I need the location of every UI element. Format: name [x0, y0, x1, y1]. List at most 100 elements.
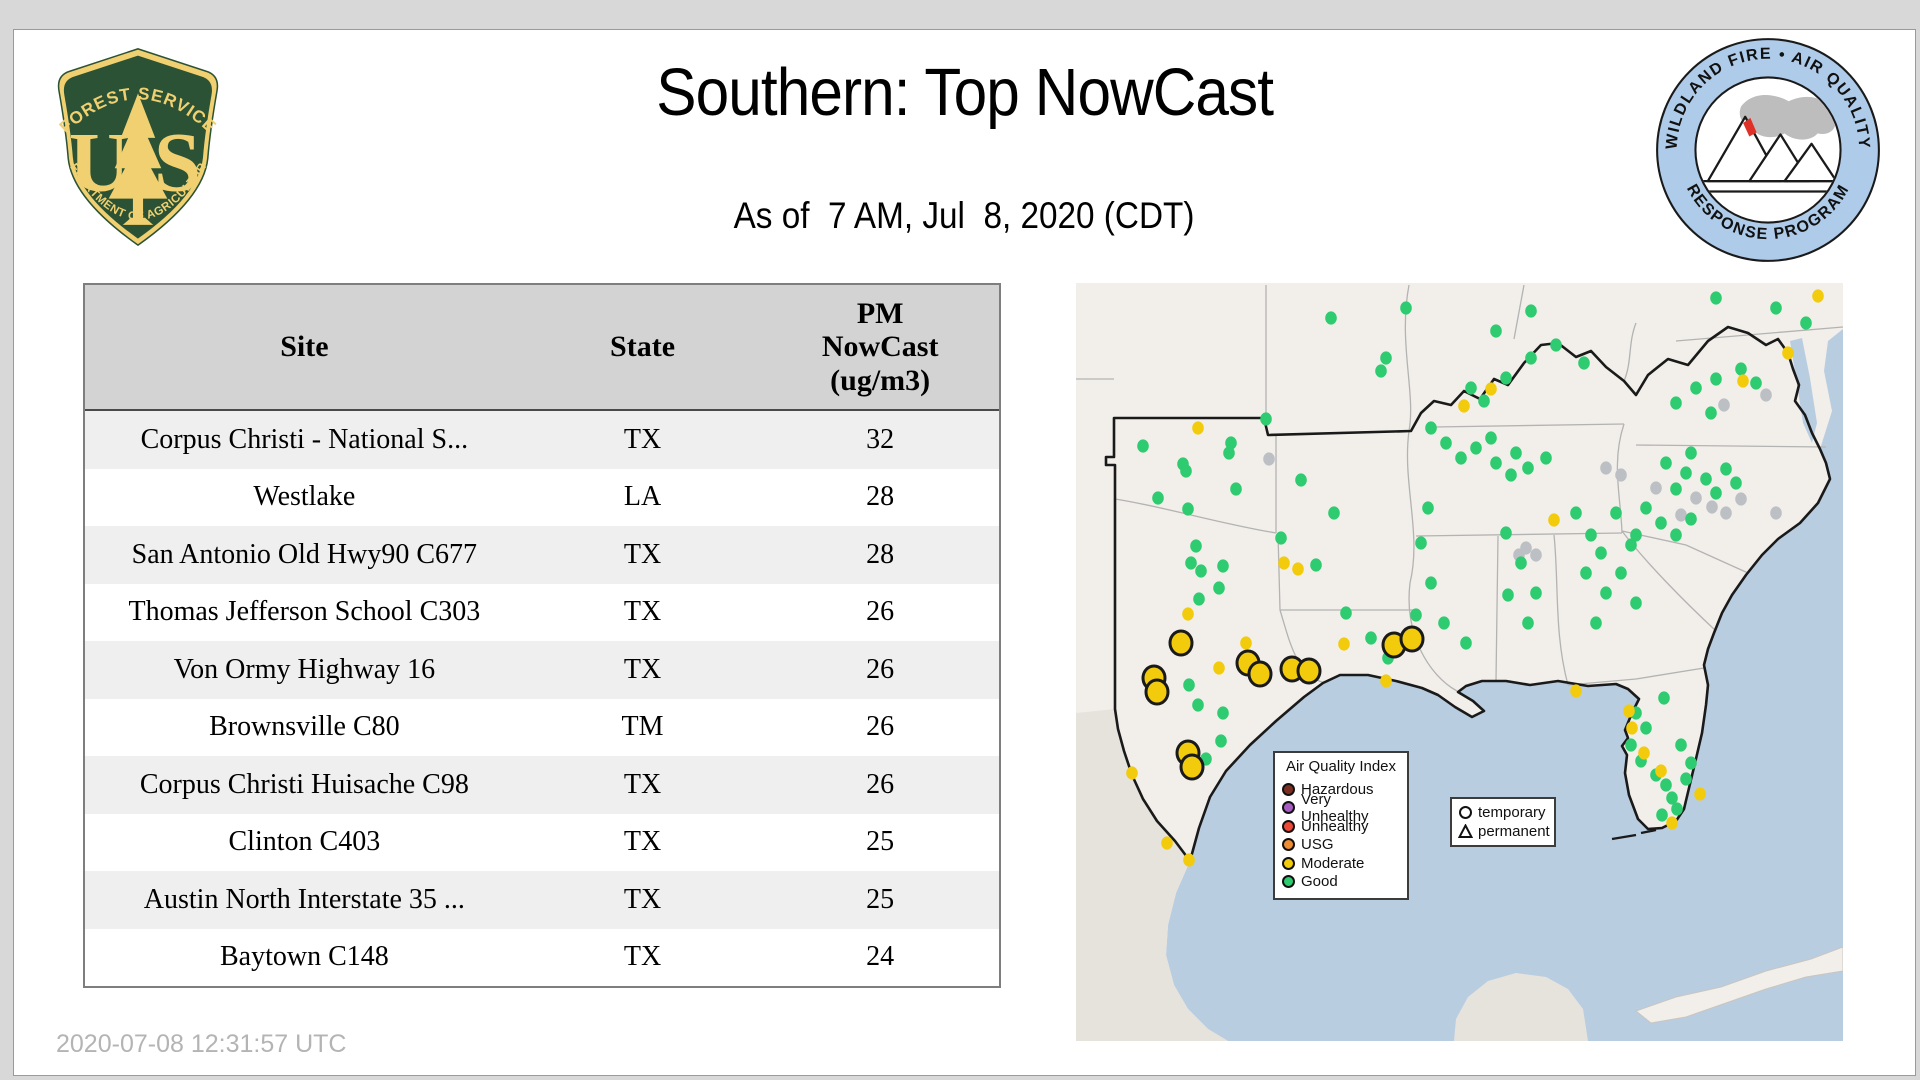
monitor-dot-moderate: [1737, 374, 1749, 388]
monitor-dot-good: [1625, 538, 1637, 552]
monitor-dot-good: [1640, 501, 1652, 515]
aqi-color-dot: [1282, 856, 1295, 870]
state-cell: TX: [623, 883, 662, 915]
site-cell: Baytown C148: [219, 941, 389, 973]
aqi-color-dot: [1282, 838, 1295, 852]
aqi-legend-label: Moderate: [1301, 854, 1365, 872]
basemap: [1076, 283, 1843, 1041]
monitor-dot-good: [1213, 581, 1225, 595]
monitor-dot-moderate: [1570, 684, 1582, 698]
monitor-dot-good: [1340, 606, 1352, 620]
monitor-dot-good: [1680, 772, 1692, 786]
monitor-dot-good: [1215, 734, 1227, 748]
report-slide: FOREST SERVICE DEPARTMENT OF AGRICULTURE…: [13, 29, 1916, 1076]
table-row: San Antonio Old Hwy90 C677 TX 28: [85, 526, 999, 584]
monitor-dot-good: [1658, 691, 1670, 705]
table-row: Baytown C148 TX 24: [85, 928, 999, 986]
table-row: Clinton C403 TX 25: [85, 813, 999, 871]
monitor-dot-good: [1585, 528, 1597, 542]
monitor-dot-good: [1770, 301, 1782, 315]
monitor-dot-good: [1225, 436, 1237, 450]
monitor-markers: [1126, 289, 1824, 867]
monitor-dot-moderate: [1240, 636, 1252, 650]
aqi-legend-entry: Very Unhealthy: [1282, 791, 1400, 825]
page-subtitle: As of 7 AM, Jul 8, 2020 (CDT): [734, 195, 1195, 236]
value-cell: 25: [866, 883, 895, 915]
site-cell: Von Ormy Highway 16: [173, 653, 436, 685]
monitor-dot-good: [1525, 351, 1537, 365]
state-cell: LA: [623, 481, 662, 513]
mexico-land: [1076, 709, 1228, 1041]
monitor-dot-good: [1730, 476, 1742, 490]
monitor-dot-good: [1505, 468, 1517, 482]
aqi-legend-entry: USG: [1282, 836, 1400, 855]
monitor-dot-good: [1260, 412, 1272, 426]
monitor-dot-moderate: [1782, 346, 1794, 360]
aqi-color-dot: [1282, 801, 1295, 815]
monitor-dot-good: [1600, 586, 1612, 600]
monitor-dot-good: [1455, 451, 1467, 465]
site-table-body: Corpus Christi - National S... TX 32 Westla…: [85, 411, 999, 986]
page-title: Southern: Top NowCast: [656, 55, 1274, 130]
column-header-state: State: [610, 330, 676, 364]
monitor-dot-good: [1580, 566, 1592, 580]
monitor-dot-moderate: [1161, 836, 1173, 850]
value-cell: 32: [866, 423, 895, 455]
monitor-dot-good: [1625, 738, 1637, 752]
monitor-dot-good: [1325, 311, 1337, 325]
monitor-dot-good: [1410, 608, 1422, 622]
monitor-dot-good: [1180, 464, 1192, 478]
monitor-dot-moderate: [1666, 816, 1678, 830]
site-cell: Brownsville C80: [209, 711, 400, 743]
region-outline: [1104, 325, 1832, 863]
monitor-dot-good: [1193, 592, 1205, 606]
column-header-site: Site: [280, 330, 329, 364]
legend-temporary-label: temporary: [1478, 804, 1546, 821]
site-cell: Corpus Christi - National S...: [140, 423, 469, 455]
monitor-dot-good: [1710, 372, 1722, 386]
monitor-dot-good: [1375, 364, 1387, 378]
monitor-dot-good: [1185, 556, 1197, 570]
monitor-dot-good: [1478, 394, 1490, 408]
table-row: Thomas Jefferson School C303 TX 26: [85, 583, 999, 641]
monitor-dot-good: [1630, 596, 1642, 610]
monitor-dot-good: [1685, 756, 1697, 770]
monitor-dot-good: [1670, 528, 1682, 542]
state-cell: TX: [623, 653, 662, 685]
marker-type-legend: temporary permanent: [1450, 797, 1556, 847]
pine-tree-icon: [108, 93, 168, 225]
table-row: Brownsville C80 TM 26: [85, 698, 999, 756]
monitor-dot-nodata: [1263, 452, 1275, 466]
monitor-dot-good: [1400, 301, 1412, 315]
monitor-dot-good: [1490, 456, 1502, 470]
monitor-dot-nodata: [1770, 506, 1782, 520]
monitor-dot-moderate: [1292, 562, 1304, 576]
aqi-color-dot: [1282, 875, 1295, 889]
permanent-triangle-icon: [1458, 824, 1473, 838]
table-row: Corpus Christi - National S... TX 32: [85, 411, 999, 469]
monitor-dot-good: [1660, 456, 1672, 470]
value-cell: 25: [866, 826, 895, 858]
table-row: Westlake LA 28: [85, 468, 999, 526]
monitor-dot-good: [1540, 451, 1552, 465]
monitor-dot-good: [1470, 441, 1482, 455]
site-cell: Clinton C403: [228, 826, 381, 858]
site-cell: Thomas Jefferson School C303: [128, 596, 481, 628]
monitor-dot-good: [1460, 636, 1472, 650]
monitor-dot-good: [1195, 564, 1207, 578]
monitor-dot-moderate: [1458, 399, 1470, 413]
monitor-dot-good: [1425, 576, 1437, 590]
monitor-dot-good: [1685, 512, 1697, 526]
value-cell: 26: [866, 596, 895, 628]
monitor-dot-good: [1465, 381, 1477, 395]
monitor-dot-good: [1182, 502, 1194, 516]
monitor-dot-good: [1750, 376, 1762, 390]
monitor-dot-good: [1500, 526, 1512, 540]
state-cell: TX: [623, 826, 662, 858]
aqi-legend-label: Hazardous: [1301, 780, 1374, 798]
monitor-dot-good: [1415, 536, 1427, 550]
monitor-dot-good: [1700, 472, 1712, 486]
monitor-dot-good: [1190, 539, 1202, 553]
monitor-dot-moderate: [1183, 853, 1195, 867]
aqi-legend-entry: Moderate: [1282, 854, 1400, 873]
